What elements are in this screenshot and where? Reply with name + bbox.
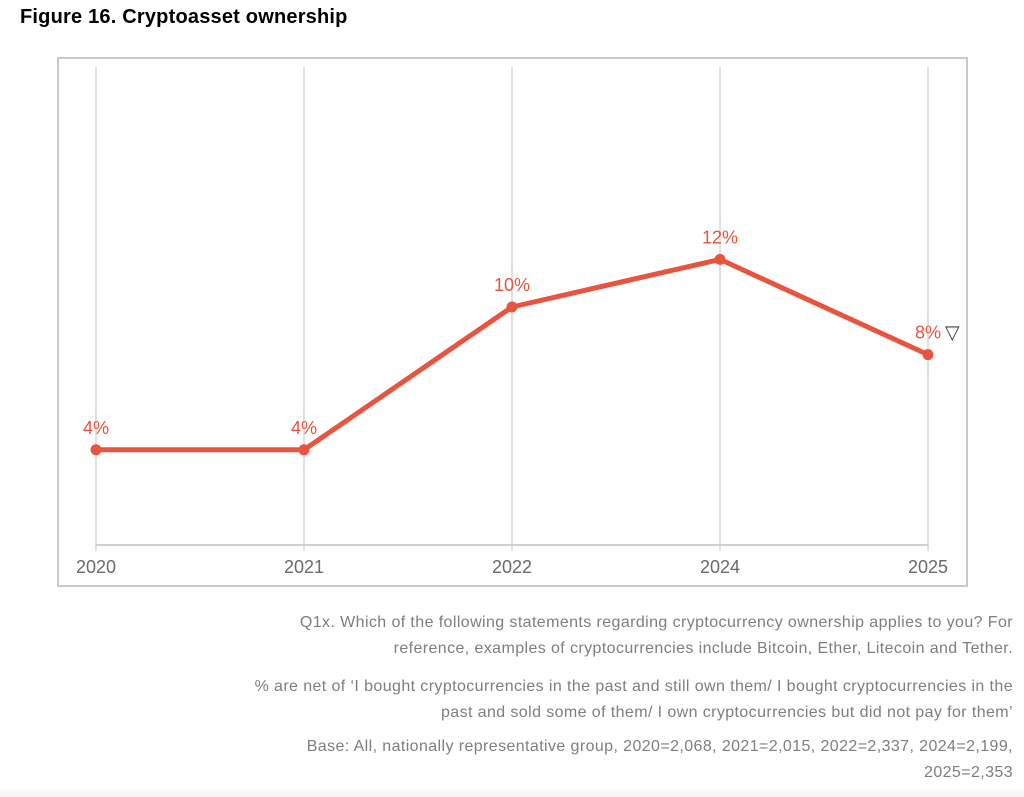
net-definition-footnote: % are net of ‘I bought cryptocurrencies … [20, 674, 1013, 726]
net-definition-line: % are net of ‘I bought cryptocurrencies … [254, 678, 1013, 695]
question-footnote-line: reference, examples of cryptocurrencies … [393, 640, 1013, 657]
data-label-2025: 8% [915, 323, 941, 343]
question-footnote-line: Q1x. Which of the following statements r… [299, 614, 1013, 631]
x-tick-label-2025: 2025 [908, 557, 948, 577]
data-label-2021: 4% [291, 418, 317, 438]
data-point-2025 [922, 349, 934, 361]
x-tick-label-2022: 2022 [492, 557, 532, 577]
decrease-triangle-icon: ▽ [945, 322, 960, 344]
data-label-2020: 4% [83, 418, 109, 438]
data-label-2022: 10% [494, 275, 530, 295]
chart-plot-area: 4% 4% 10% 12% 8% ▽ 2020 2021 2022 2024 2025 [57, 57, 968, 587]
data-point-2022 [506, 301, 518, 313]
x-tick-label-2021: 2021 [284, 557, 324, 577]
chart-footnotes: Q1x. Which of the following statements r… [20, 610, 1013, 786]
cryptoasset-ownership-line-chart: 4% 4% 10% 12% 8% ▽ 2020 2021 2022 2024 2025 [76, 67, 960, 577]
data-point-2021 [298, 444, 310, 456]
data-label-2024: 12% [702, 227, 738, 247]
data-point-2024 [714, 253, 726, 265]
page-bottom-edge [0, 788, 1024, 797]
x-tick-label-2020: 2020 [76, 557, 116, 577]
base-footnote-line: Base: All, nationally representative gro… [306, 738, 1013, 755]
x-tick-label-2024: 2024 [700, 557, 740, 577]
data-point-2020 [90, 444, 102, 456]
base-footnote-line: 2025=2,353 [924, 764, 1013, 781]
question-footnote: Q1x. Which of the following statements r… [20, 610, 1013, 662]
base-footnote: Base: All, nationally representative gro… [20, 734, 1013, 786]
net-definition-line: past and sold some of them/ I own crypto… [440, 704, 1013, 721]
figure-title: Figure 16. Cryptoasset ownership [20, 6, 348, 28]
